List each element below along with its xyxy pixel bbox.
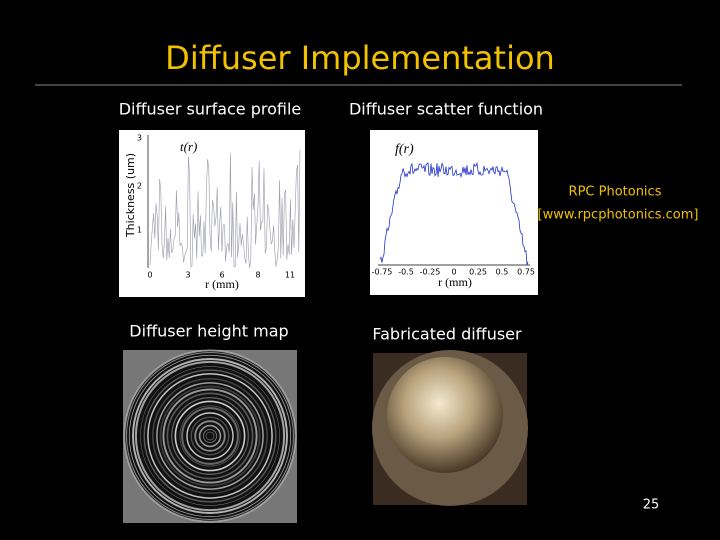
page-number: 25 (643, 498, 660, 513)
ring (179, 405, 241, 467)
ring (198, 424, 222, 448)
ring (128, 354, 292, 518)
slide-title: Diffuser Implementation (165, 39, 555, 77)
function-label: f(r) (395, 142, 414, 157)
fabricated-label: Fabricated diffuser (372, 325, 522, 344)
ring (186, 412, 234, 460)
credit-name: RPC Photonics (569, 185, 662, 200)
y-tick-label: 3 (137, 134, 142, 143)
x-tick-label: 3 (185, 271, 190, 280)
ring (171, 397, 249, 475)
x-tick-label: 6 (219, 271, 224, 280)
x-tick-label: 0 (451, 268, 456, 277)
ring (156, 382, 264, 490)
x-tick-label: -0.75 (372, 268, 393, 277)
disk (124, 350, 296, 522)
x-tick-label: -0.25 (420, 268, 441, 277)
function-label: t(r) (180, 139, 197, 154)
profile-plot: Thickness (um) t(r) r (mm) 3 2 1 0 3 6 8 11 (119, 130, 305, 297)
height-map-label: Diffuser height map (129, 322, 288, 341)
ring (174, 400, 246, 472)
ring (202, 428, 217, 443)
scatter-plot: f(r) r (mm) -0.75 -0.5 -0.25 0 0.25 0.5 0.75 (370, 130, 538, 295)
x-tick-label: 0.25 (469, 268, 487, 277)
x-tick-label: 0.5 (496, 268, 509, 277)
ring (152, 377, 269, 494)
x-tick-label: 11 (285, 271, 295, 280)
ring (162, 388, 258, 484)
fabricated-photo (372, 350, 528, 506)
ring (132, 358, 288, 514)
x-tick-label: 0 (147, 271, 152, 280)
x-tick-label: 8 (255, 271, 260, 280)
scatter-curve (379, 161, 529, 266)
y-tick-label: 2 (137, 182, 142, 191)
ring (125, 351, 295, 521)
ring (123, 349, 297, 523)
ring (159, 385, 261, 487)
ring (194, 420, 226, 452)
ring (205, 431, 215, 441)
y-axis-label: Thickness (um) (124, 153, 137, 238)
scatter-label: Diffuser scatter function (349, 100, 543, 119)
ring (143, 369, 277, 503)
ring (181, 407, 239, 465)
height-map-image (123, 349, 297, 523)
x-tick-label: 0.75 (517, 268, 535, 277)
ring (134, 360, 286, 512)
plot-background (370, 130, 538, 295)
x-tick-label: -0.5 (398, 268, 414, 277)
profile-label: Diffuser surface profile (119, 100, 302, 119)
ring (140, 366, 280, 506)
ring (147, 373, 273, 499)
profile-curve (149, 149, 301, 268)
ring (190, 416, 230, 456)
x-axis-label: r (mm) (205, 277, 239, 291)
x-axis-label: r (mm) (438, 275, 472, 289)
y-tick-label: 1 (137, 226, 142, 235)
credit-url: [www.rpcphotonics.com] (538, 208, 699, 223)
ring (166, 392, 254, 480)
lens (387, 357, 503, 473)
